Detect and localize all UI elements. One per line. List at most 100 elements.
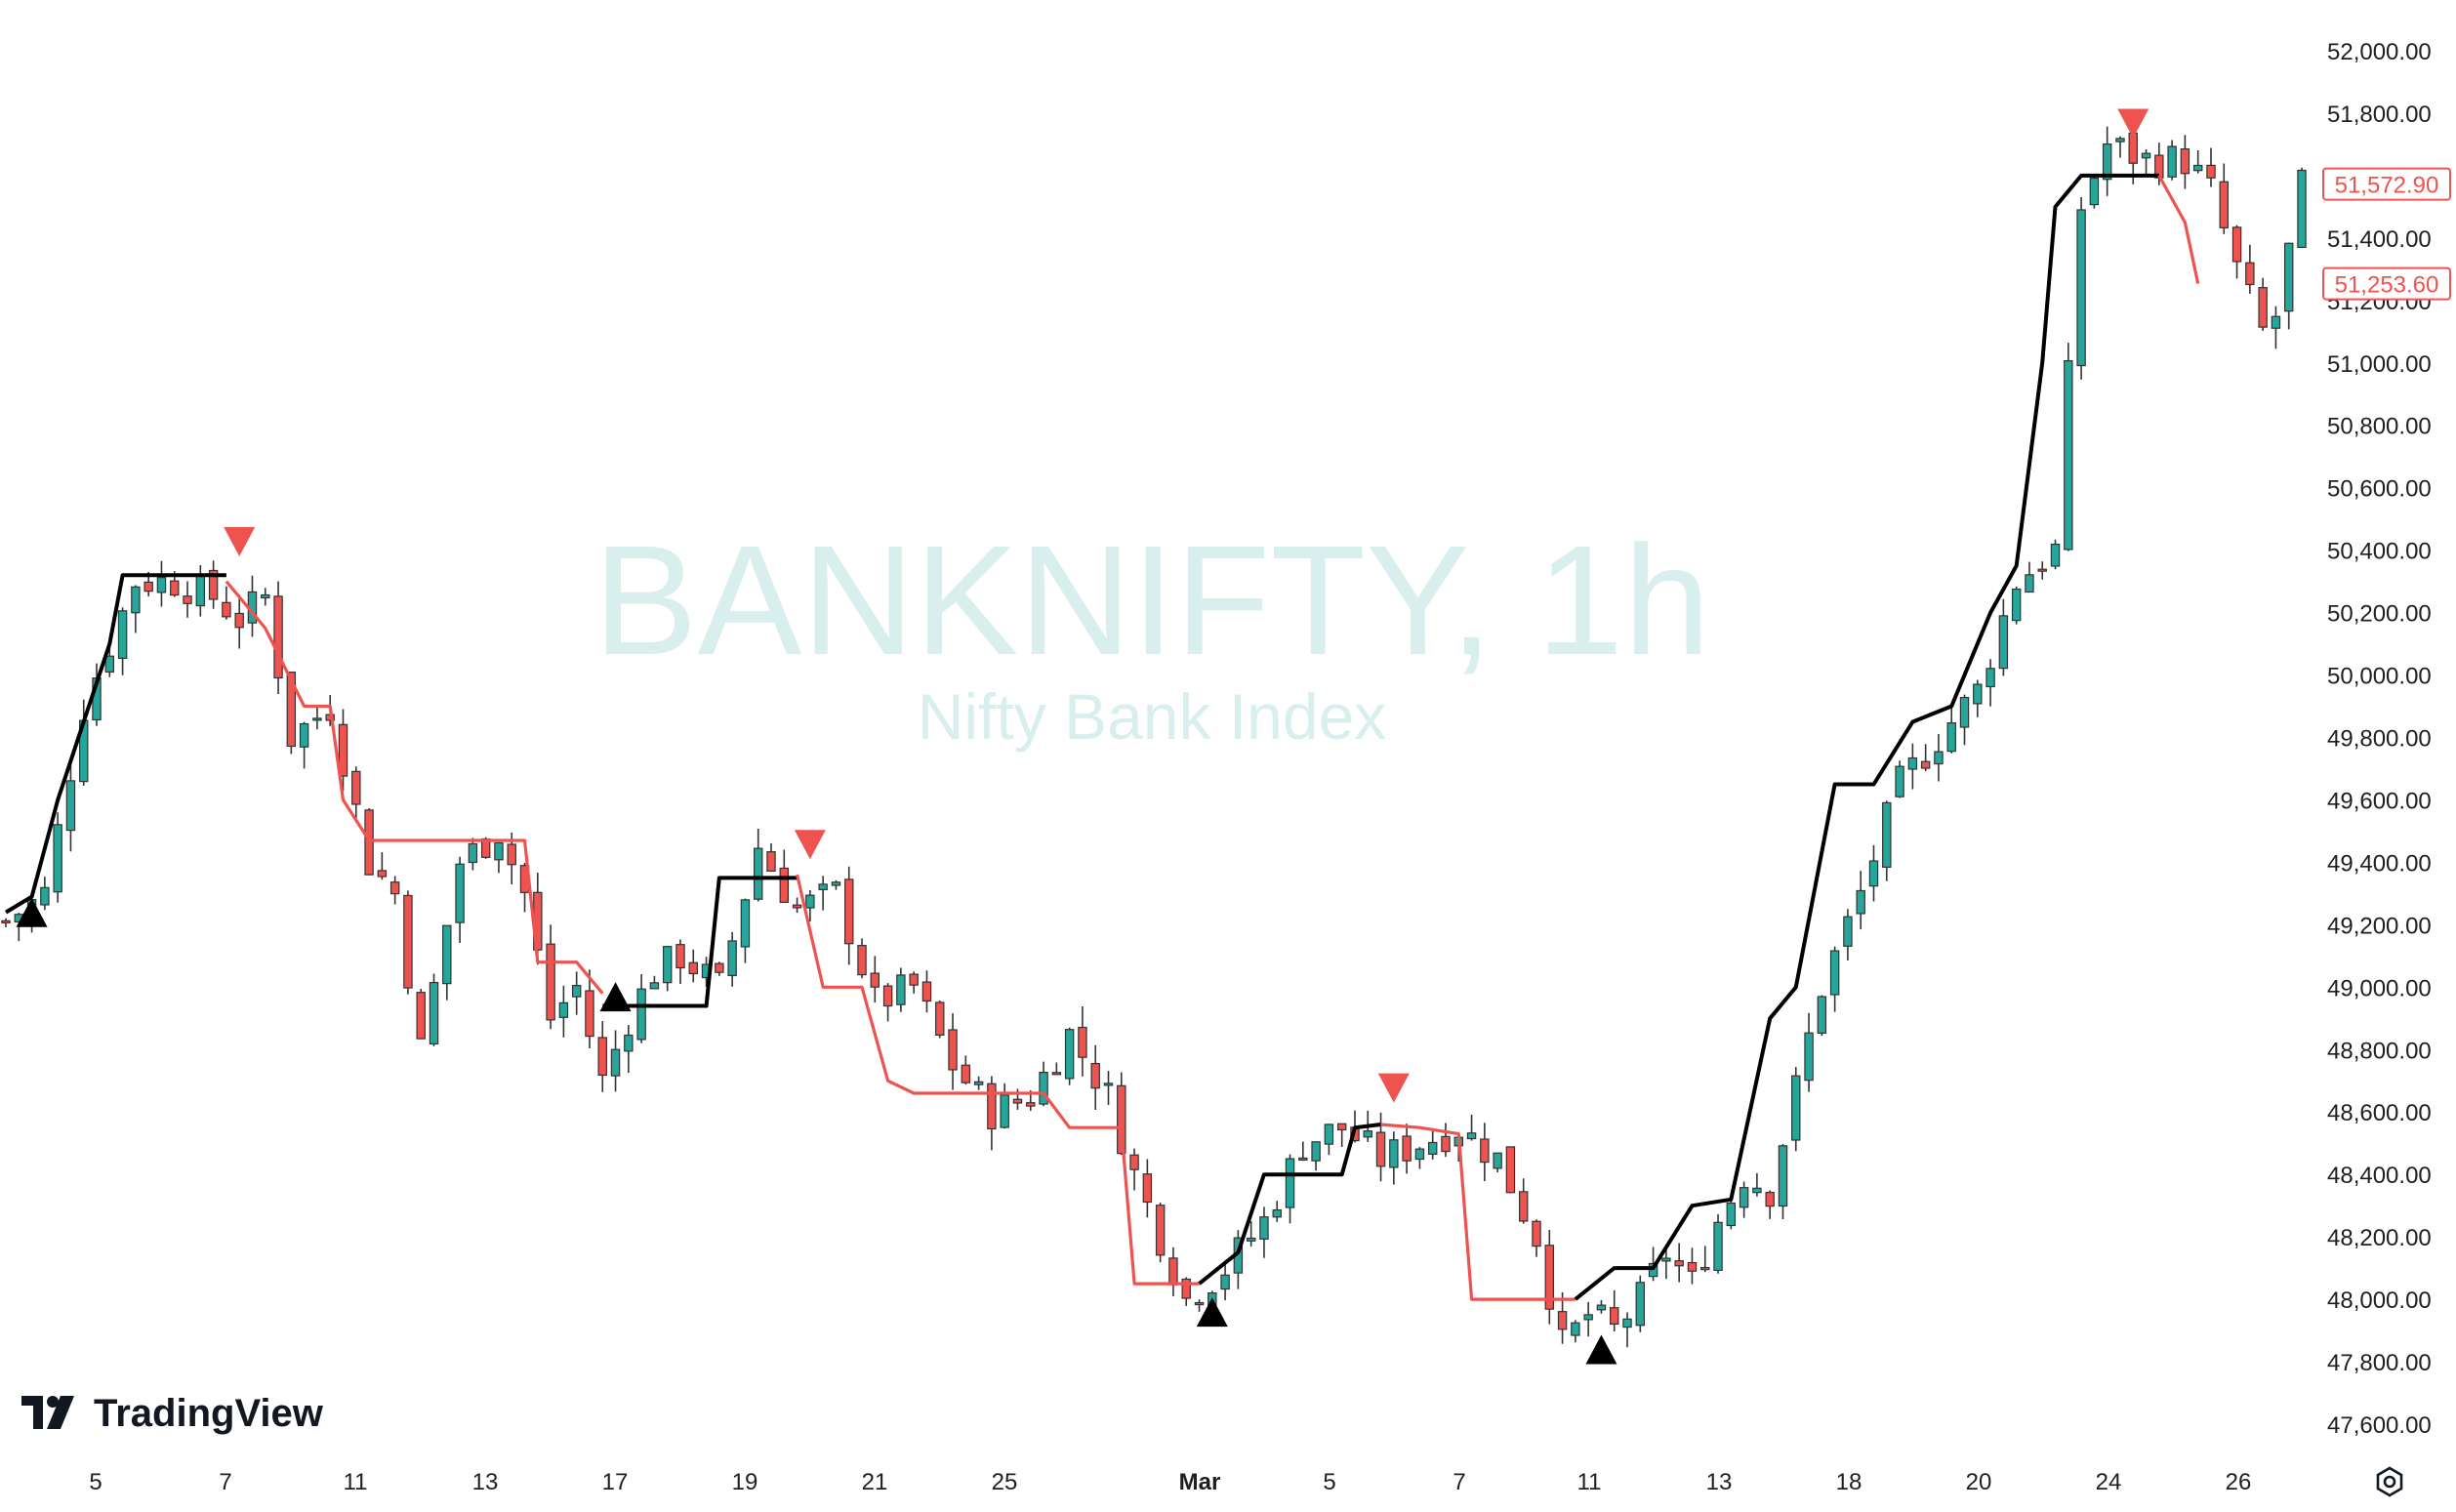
candle-up (1635, 1282, 1646, 1327)
candle-down (1441, 1135, 1451, 1153)
x-tick-label: 5 (89, 1469, 102, 1495)
candle-up (805, 894, 815, 909)
tradingview-logo-icon (21, 1396, 74, 1429)
candle-down (961, 1064, 971, 1083)
price-label: 51,253.60 (2335, 272, 2439, 299)
tradingview-logo[interactable]: TradingView (21, 1392, 324, 1435)
watermark-subtitle: Nifty Bank Index (918, 680, 1387, 753)
y-tick-label: 50,200.00 (2327, 601, 2432, 628)
candle-up (1661, 1257, 1671, 1262)
candle-up (195, 574, 206, 607)
price-axis[interactable]: 52,000.0051,800.0051,600.0051,400.0051,2… (2327, 39, 2432, 1439)
candle-up (1739, 1187, 1749, 1208)
candle-up (1882, 801, 1892, 868)
candle-down (1610, 1307, 1619, 1325)
candle-up (1895, 765, 1904, 797)
candle-down (183, 595, 192, 604)
candle-down (351, 770, 361, 805)
time-axis[interactable]: 5 7 11 13 17 19 21 25 Mar 5 7 11 13 18 20 24 26 (89, 1469, 2251, 1495)
candle-down (1078, 1026, 1087, 1058)
price-label: 51,572.90 (2335, 173, 2439, 199)
candle-up (2283, 242, 2294, 312)
candle-up (131, 586, 141, 614)
candle-down (1, 919, 11, 923)
candle-up (1726, 1202, 1737, 1227)
y-tick-label: 51,800.00 (2327, 102, 2432, 128)
trail-line-up (1574, 173, 2159, 1301)
candle-up (662, 946, 673, 984)
candle-up (1752, 1187, 1762, 1194)
candle-up (2011, 588, 2022, 622)
candle-up (1220, 1274, 1230, 1290)
candle-up (2050, 543, 2061, 567)
candle-up (1000, 1094, 1009, 1128)
candle-up (1596, 1304, 1607, 1311)
candle-up (1389, 1139, 1399, 1168)
watermark: BANKNIFTY, 1h Nifty Bank Index (594, 512, 1710, 753)
candle-down (2231, 226, 2242, 263)
y-tick-label: 48,800.00 (2327, 1038, 2432, 1064)
x-tick-label: 20 (1966, 1469, 1992, 1495)
candle-down (364, 809, 374, 876)
y-tick-label: 50,800.00 (2327, 414, 2432, 440)
y-tick-label: 48,600.00 (2327, 1100, 2432, 1126)
buy-signal-marker (16, 897, 48, 927)
candle-up (1363, 1130, 1372, 1138)
candle-down (1674, 1260, 1684, 1267)
y-tick-label: 49,200.00 (2327, 913, 2432, 939)
candle-up (429, 981, 439, 1045)
candle-up (571, 984, 582, 998)
candle-up (2025, 574, 2034, 593)
candle-up (117, 610, 128, 659)
candle-up (1713, 1221, 1723, 1272)
candle-up (2271, 315, 2281, 329)
trailing-stop (4, 173, 2200, 1301)
candle-up (896, 974, 906, 1005)
watermark-title: BANKNIFTY, 1h (594, 512, 1710, 687)
candle-down (2180, 148, 2190, 175)
candle-down (234, 612, 244, 629)
candle-up (261, 593, 270, 599)
candle-up (1843, 916, 1853, 947)
price-label-box (2322, 266, 2451, 301)
candle-down (1402, 1135, 1412, 1162)
candle-down (2245, 262, 2255, 286)
gear-icon[interactable] (2376, 1466, 2403, 1497)
price-label-box (2322, 167, 2451, 201)
candle-down (2037, 568, 2047, 572)
candle-down (1375, 1131, 1386, 1167)
candle-up (455, 863, 465, 923)
candle-up (2064, 360, 2073, 551)
candle-up (468, 842, 478, 864)
sell-signal-marker (224, 527, 256, 557)
candle-down (1051, 1072, 1062, 1076)
sell-signal-marker (794, 830, 826, 860)
candle-up (1493, 1152, 1502, 1169)
candle-up (299, 722, 309, 748)
candle-down (403, 894, 413, 989)
candle-up (1804, 1032, 1814, 1082)
x-tick-label: Mar (1179, 1469, 1221, 1495)
candle-up (1778, 1145, 1788, 1207)
candle-up (53, 824, 62, 893)
candle-down (1129, 1154, 1139, 1170)
y-tick-label: 50,400.00 (2327, 539, 2432, 565)
candle-down (273, 595, 283, 679)
y-tick-label: 47,600.00 (2327, 1412, 2432, 1439)
candle-down (1687, 1261, 1698, 1272)
trail-line-down (2157, 175, 2200, 284)
candle-up (40, 886, 50, 906)
candle-down (882, 985, 893, 1007)
candle-up (1791, 1075, 1801, 1141)
candle-down (948, 1029, 958, 1071)
candle-down (170, 580, 180, 596)
y-tick-label: 49,400.00 (2327, 850, 2432, 877)
x-tick-label: 21 (862, 1469, 888, 1495)
candle-up (1959, 696, 1970, 728)
trail-line-down (225, 580, 604, 995)
candle-down (416, 992, 426, 1040)
trail-line-down (796, 874, 1200, 1286)
candle-down (870, 972, 880, 988)
